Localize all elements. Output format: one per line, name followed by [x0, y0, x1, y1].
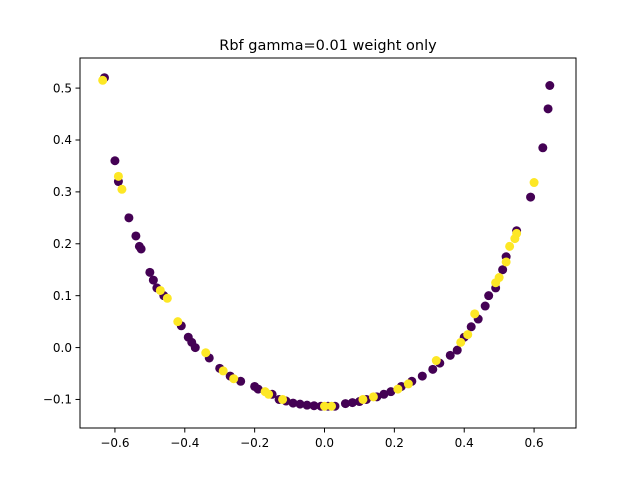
data-point [288, 398, 298, 408]
data-point [190, 343, 200, 353]
data-point [368, 392, 378, 402]
y-tick-label: 0.1 [53, 289, 72, 303]
data-point [512, 228, 522, 238]
data-point [417, 371, 427, 381]
data-point [136, 244, 146, 254]
data-point [529, 178, 539, 188]
data-point [253, 384, 263, 394]
data-point [463, 330, 473, 340]
x-tick-label: 0.2 [385, 436, 404, 450]
y-tick-label: 0.4 [53, 133, 72, 147]
data-point [498, 265, 508, 275]
data-point [393, 384, 403, 394]
data-point [131, 231, 141, 241]
plot-area [79, 57, 577, 429]
data-point [148, 275, 158, 285]
data-point [538, 143, 548, 153]
data-point [466, 322, 476, 332]
data-point [456, 337, 466, 347]
data-point [320, 401, 330, 411]
data-point [162, 293, 172, 303]
data-point [98, 75, 108, 85]
data-point [484, 291, 494, 301]
data-point [543, 104, 553, 114]
data-point [124, 213, 134, 223]
x-tick-label: 0.6 [525, 436, 544, 450]
data-point [145, 267, 155, 277]
x-tick-label: −0.2 [240, 436, 269, 450]
data-point [326, 401, 336, 411]
x-axis: −0.6 −0.4 −0.2 0.0 0.2 0.4 0.6 [100, 428, 544, 450]
data-point [340, 399, 350, 409]
data-point [452, 345, 462, 355]
y-tick-label: 0.0 [53, 341, 72, 355]
axes-frame [79, 57, 577, 429]
data-point [218, 366, 228, 376]
data-point [428, 364, 438, 374]
data-point [358, 394, 368, 404]
data-point [201, 348, 211, 358]
data-point [505, 241, 515, 251]
x-tick-label: −0.4 [170, 436, 199, 450]
x-tick-label: −0.6 [100, 436, 129, 450]
data-point [470, 309, 480, 319]
y-tick-label: 0.3 [53, 185, 72, 199]
series-class-1 [98, 75, 539, 411]
data-point [480, 301, 490, 311]
data-point [155, 285, 165, 295]
data-point [545, 81, 555, 90]
y-tick-label: 0.2 [53, 237, 72, 251]
y-tick-label: −0.1 [43, 393, 72, 407]
x-tick-label: 0.0 [315, 436, 334, 450]
data-point [403, 379, 413, 389]
data-point [386, 387, 396, 397]
data-point [173, 317, 183, 327]
data-point [491, 278, 501, 288]
data-points-layer [98, 73, 555, 411]
y-axis: −0.1 0.0 0.1 0.2 0.3 0.4 0.5 [43, 81, 80, 407]
data-point [431, 356, 441, 366]
data-point [278, 394, 288, 404]
x-tick-label: 0.4 [455, 436, 474, 450]
data-point [501, 257, 511, 267]
data-point [113, 171, 123, 181]
data-point [379, 389, 389, 399]
data-point [295, 399, 305, 409]
data-point [347, 398, 357, 408]
data-point [309, 401, 319, 411]
data-point [117, 184, 127, 194]
data-point [302, 400, 312, 410]
data-point [236, 376, 246, 386]
data-point [110, 156, 120, 166]
chart-title: Rbf gamma=0.01 weight only [219, 38, 437, 54]
data-point [229, 374, 239, 384]
data-point [445, 350, 455, 360]
data-point [264, 389, 274, 399]
y-tick-label: 0.5 [53, 81, 72, 95]
data-point [526, 192, 536, 202]
